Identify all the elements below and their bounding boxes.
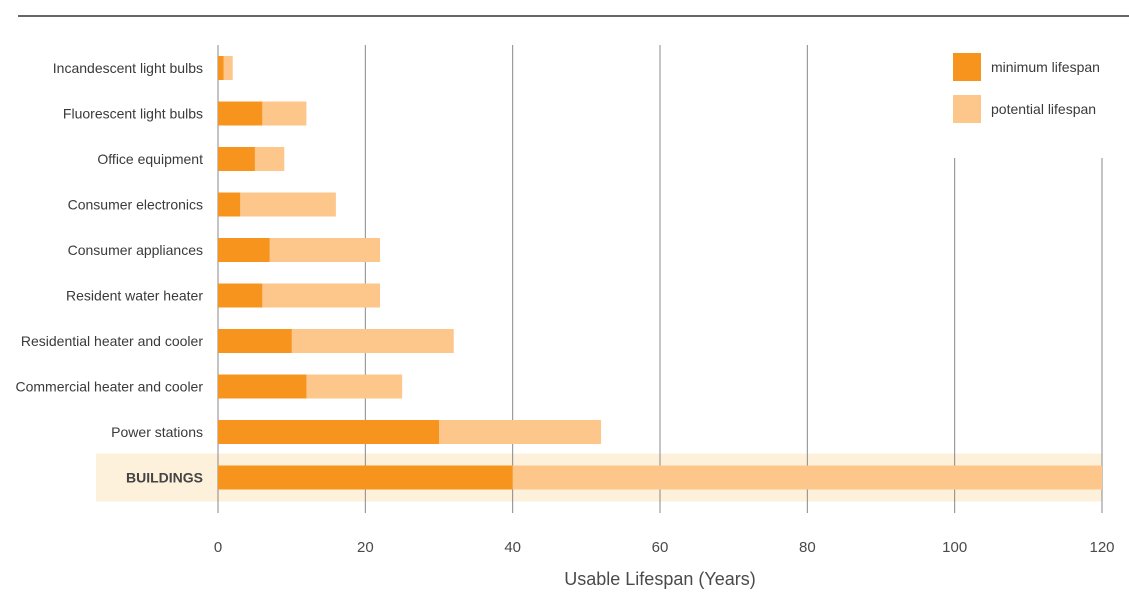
legend-swatch-minimum: [953, 53, 981, 81]
bar-minimum-5: [218, 283, 263, 308]
x-tick-label-100: 100: [942, 539, 967, 556]
bar-minimum-0: [218, 56, 224, 80]
x-tick-label-0: 0: [214, 539, 222, 556]
legend-label-potential: potential lifespan: [991, 101, 1096, 117]
bars: [218, 56, 1102, 490]
x-axis-title: Usable Lifespan (Years): [564, 569, 755, 589]
bar-minimum-8: [218, 420, 439, 444]
category-label-7: Commercial heater and cooler: [15, 379, 203, 395]
category-labels: Incandescent light bulbs Fluorescent ligh…: [15, 60, 203, 486]
category-label-0: Incandescent light bulbs: [53, 60, 203, 76]
bar-minimum-6: [218, 329, 292, 353]
category-label-1: Fluorescent light bulbs: [63, 106, 203, 122]
category-label-2: Office equipment: [97, 151, 203, 167]
category-label-5: Resident water heater: [66, 288, 203, 304]
category-label-4: Consumer appliances: [68, 242, 203, 258]
bar-minimum-1: [218, 101, 263, 126]
category-label-6: Residential heater and cooler: [21, 333, 203, 349]
bar-minimum-2: [218, 147, 255, 171]
x-tick-labels: 0 20 40 60 80 100 120: [214, 539, 1115, 556]
bar-minimum-4: [218, 238, 270, 262]
bar-minimum-3: [218, 192, 241, 217]
x-tick-label-60: 60: [652, 539, 669, 556]
x-tick-label-80: 80: [799, 539, 816, 556]
category-label-9: BUILDINGS: [126, 470, 203, 486]
legend-swatch-potential: [953, 95, 981, 123]
category-label-8: Power stations: [111, 424, 203, 440]
bar-minimum-9: [218, 465, 513, 490]
x-tick-label-40: 40: [504, 539, 521, 556]
legend: minimum lifespan potential lifespan: [953, 53, 1100, 123]
category-label-3: Consumer electronics: [68, 197, 203, 213]
legend-label-minimum: minimum lifespan: [991, 59, 1100, 75]
x-tick-label-20: 20: [357, 539, 374, 556]
bar-minimum-7: [218, 374, 307, 399]
x-tick-label-120: 120: [1089, 539, 1114, 556]
